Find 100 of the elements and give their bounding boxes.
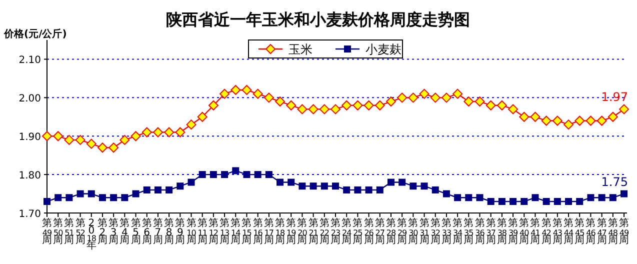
point xyxy=(486,100,496,110)
x-tick-label: 第43周 xyxy=(552,217,562,246)
point xyxy=(576,198,584,205)
point xyxy=(598,194,606,202)
point xyxy=(86,138,96,149)
point xyxy=(441,92,452,103)
point xyxy=(330,104,340,114)
x-tick-label: 第6周 xyxy=(142,217,152,246)
point xyxy=(541,116,552,126)
point xyxy=(408,92,418,103)
point xyxy=(454,194,462,202)
x-tick-label: 第31周 xyxy=(419,217,430,246)
point xyxy=(365,186,372,194)
point xyxy=(364,100,374,110)
point xyxy=(54,194,62,202)
point xyxy=(176,182,184,190)
point xyxy=(76,190,84,198)
x-tick-label: 第40周 xyxy=(519,217,530,246)
x-tick-label: 第19周 xyxy=(286,217,296,246)
point xyxy=(376,186,384,194)
point xyxy=(532,194,539,202)
point xyxy=(487,198,494,205)
point xyxy=(620,190,628,198)
point xyxy=(197,112,208,122)
legend-label: 小麦麸 xyxy=(366,42,402,56)
point xyxy=(98,194,106,202)
x-tick-label: 第32周 xyxy=(430,217,440,246)
x-tick-label: 第30周 xyxy=(408,217,418,246)
point xyxy=(186,120,196,130)
x-tick-label: 第20周 xyxy=(297,217,308,246)
point xyxy=(554,198,561,205)
point xyxy=(510,198,517,205)
point xyxy=(252,88,263,99)
x-tick-label: 第26周 xyxy=(364,217,374,246)
data-label: 1.75 xyxy=(601,174,628,189)
point xyxy=(66,194,73,202)
x-tick-label: 第33周 xyxy=(441,217,452,246)
y-tick-label: 1.70 xyxy=(18,209,41,220)
point xyxy=(342,100,352,110)
point xyxy=(254,171,262,178)
x-tick-label: 第28周 xyxy=(386,217,396,246)
point xyxy=(519,112,530,122)
point xyxy=(332,182,339,190)
point xyxy=(275,96,286,107)
point xyxy=(210,171,217,178)
point xyxy=(188,178,195,186)
x-tick-label: 第14周 xyxy=(230,217,241,246)
point xyxy=(564,120,574,130)
point xyxy=(154,186,162,194)
point xyxy=(386,96,396,107)
point xyxy=(208,100,218,110)
chart-title: 陕西省近一年玉米和小麦麸价格周度走势图 xyxy=(166,10,470,29)
x-tick-label: 第8周 xyxy=(164,217,174,246)
x-tick-label: 第49周 xyxy=(42,217,52,246)
x-tick-label: 第45周 xyxy=(574,217,585,246)
point xyxy=(88,190,95,198)
point xyxy=(508,104,518,114)
point xyxy=(286,100,296,110)
x-tick-label: 第5周 xyxy=(130,217,141,246)
point xyxy=(75,134,86,145)
point xyxy=(232,167,240,174)
point xyxy=(142,127,152,138)
x-tick-label: 第13周 xyxy=(220,217,230,246)
x-tick-label: 第22周 xyxy=(319,217,330,246)
point xyxy=(53,131,64,142)
x-tick-label: 第46周 xyxy=(586,217,596,246)
point xyxy=(320,182,328,190)
x-tick-label: 第47周 xyxy=(596,217,607,246)
point xyxy=(64,134,74,145)
x-tick-label: 第38周 xyxy=(496,217,507,246)
point xyxy=(452,88,463,99)
point xyxy=(110,194,118,202)
point xyxy=(496,100,507,110)
point xyxy=(596,116,607,126)
x-tick-label: 第34周 xyxy=(452,217,463,246)
point xyxy=(465,194,472,202)
point xyxy=(552,116,562,126)
y-tick-label: 2.00 xyxy=(18,94,41,105)
x-tick-label: 第44周 xyxy=(564,217,574,246)
point xyxy=(243,171,250,178)
point xyxy=(132,190,140,198)
point xyxy=(108,142,119,153)
x-tick-label: 第18周 xyxy=(275,217,286,246)
point xyxy=(430,92,440,103)
data-label: 1.97 xyxy=(601,90,628,104)
point xyxy=(343,186,350,194)
point xyxy=(608,112,618,122)
point xyxy=(419,88,430,99)
point xyxy=(42,131,52,142)
point xyxy=(619,104,629,114)
point xyxy=(542,198,550,205)
x-tick-label: 第9周 xyxy=(175,217,186,246)
x-tick-label: 第52周 xyxy=(75,217,86,246)
x-tick-label: 第21周 xyxy=(308,217,318,246)
point xyxy=(297,104,308,114)
y-axis-title: 价格(元/公斤) xyxy=(3,28,67,40)
point xyxy=(432,186,439,194)
point xyxy=(464,96,474,107)
point xyxy=(175,127,186,138)
x-tick-label: 第29周 xyxy=(397,217,408,246)
